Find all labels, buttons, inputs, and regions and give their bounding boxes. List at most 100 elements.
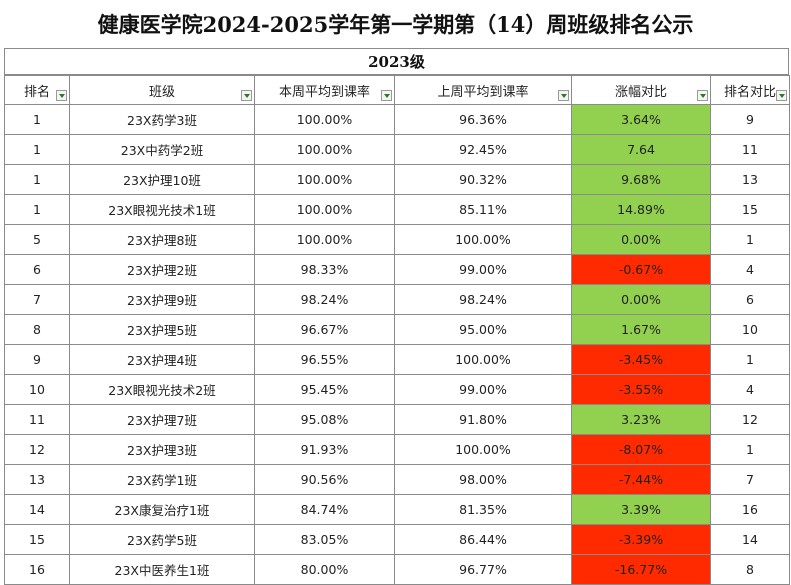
header-row: 排名 班级 本周平均到课率 上周平均到课率 涨幅对比 排名对比 (4, 75, 790, 105)
page-title: 健康医学院2024-2025学年第一学期第（14）周班级排名公示 (97, 12, 694, 37)
filter-dropdown-icon[interactable] (558, 90, 569, 101)
this-week-rate-cell: 100.00% (254, 164, 395, 195)
last-week-rate-cell: 81.35% (394, 494, 572, 525)
class-cell: 23X护理3班 (69, 434, 255, 465)
rank-compare-cell: 6 (710, 284, 790, 315)
class-cell: 23X眼视光技术2班 (69, 374, 255, 405)
class-cell: 23X药学3班 (69, 104, 255, 135)
table-row: 1 23X眼视光技术1班 100.00% 85.11% 14.89% 15 (4, 194, 790, 225)
class-cell: 23X康复治疗1班 (69, 494, 255, 525)
table-row: 7 23X护理9班 98.24% 98.24% 0.00% 6 (4, 284, 790, 315)
rank-compare-cell: 10 (710, 314, 790, 345)
rank-compare-cell: 11 (710, 134, 790, 165)
table-row: 8 23X护理5班 96.67% 95.00% 1.67% 10 (4, 314, 790, 345)
this-week-rate-cell: 100.00% (254, 134, 395, 165)
rank-compare-cell: 8 (710, 554, 790, 585)
table-body: 1 23X药学3班 100.00% 96.36% 3.64% 9 1 23X中药学2班 100.… (4, 104, 790, 585)
last-week-rate-cell: 98.00% (394, 464, 572, 495)
class-cell: 23X护理4班 (69, 344, 255, 375)
col-header-rank-compare: 排名对比 (710, 75, 790, 105)
change-cell: -3.39% (571, 524, 711, 555)
change-cell: 3.23% (571, 404, 711, 435)
change-cell: 14.89% (571, 194, 711, 225)
table-row: 1 23X药学3班 100.00% 96.36% 3.64% 9 (4, 104, 790, 135)
last-week-rate-cell: 100.00% (394, 344, 572, 375)
this-week-rate-cell: 90.56% (254, 464, 395, 495)
rank-compare-cell: 15 (710, 194, 790, 225)
change-cell: -7.44% (571, 464, 711, 495)
rank-cell: 13 (4, 464, 70, 495)
rank-compare-cell: 1 (710, 344, 790, 375)
this-week-rate-cell: 80.00% (254, 554, 395, 585)
rank-cell: 1 (4, 164, 70, 195)
last-week-rate-cell: 92.45% (394, 134, 572, 165)
this-week-rate-cell: 96.55% (254, 344, 395, 375)
class-cell: 23X护理10班 (69, 164, 255, 195)
rank-cell: 1 (4, 194, 70, 225)
last-week-rate-cell: 98.24% (394, 284, 572, 315)
last-week-rate-cell: 90.32% (394, 164, 572, 195)
this-week-rate-cell: 100.00% (254, 194, 395, 225)
col-header-last-week: 上周平均到课率 (394, 75, 572, 105)
rank-cell: 14 (4, 494, 70, 525)
rank-cell: 15 (4, 524, 70, 555)
filter-dropdown-icon[interactable] (697, 90, 708, 101)
rank-cell: 12 (4, 434, 70, 465)
class-cell: 23X护理2班 (69, 254, 255, 285)
table-row: 12 23X护理3班 91.93% 100.00% -8.07% 1 (4, 434, 790, 465)
table-row: 14 23X康复治疗1班 84.74% 81.35% 3.39% 16 (4, 494, 790, 525)
last-week-rate-cell: 100.00% (394, 434, 572, 465)
filter-dropdown-icon[interactable] (56, 90, 67, 101)
this-week-rate-cell: 100.00% (254, 104, 395, 135)
this-week-rate-cell: 100.00% (254, 224, 395, 255)
last-week-rate-cell: 95.00% (394, 314, 572, 345)
class-cell: 23X护理5班 (69, 314, 255, 345)
last-week-rate-cell: 96.36% (394, 104, 572, 135)
change-cell: 9.68% (571, 164, 711, 195)
rank-cell: 9 (4, 344, 70, 375)
this-week-rate-cell: 95.45% (254, 374, 395, 405)
class-cell: 23X药学1班 (69, 464, 255, 495)
change-cell: 0.00% (571, 224, 711, 255)
this-week-rate-cell: 98.24% (254, 284, 395, 315)
class-cell: 23X眼视光技术1班 (69, 194, 255, 225)
table-row: 1 23X护理10班 100.00% 90.32% 9.68% 13 (4, 164, 790, 195)
rank-cell: 1 (4, 134, 70, 165)
col-header-class: 班级 (69, 75, 255, 105)
rank-cell: 16 (4, 554, 70, 585)
rank-compare-cell: 16 (710, 494, 790, 525)
table-row: 5 23X护理8班 100.00% 100.00% 0.00% 1 (4, 224, 790, 255)
table-row: 10 23X眼视光技术2班 95.45% 99.00% -3.55% 4 (4, 374, 790, 405)
rank-cell: 8 (4, 314, 70, 345)
col-header-change: 涨幅对比 (571, 75, 711, 105)
rank-compare-cell: 4 (710, 374, 790, 405)
class-cell: 23X中医养生1班 (69, 554, 255, 585)
last-week-rate-cell: 99.00% (394, 254, 572, 285)
last-week-rate-cell: 100.00% (394, 224, 572, 255)
change-cell: 3.39% (571, 494, 711, 525)
grade-subtitle: 2023级 (4, 48, 789, 75)
rank-cell: 10 (4, 374, 70, 405)
col-header-this-week: 本周平均到课率 (254, 75, 395, 105)
filter-dropdown-icon[interactable] (241, 90, 252, 101)
change-cell: -3.55% (571, 374, 711, 405)
last-week-rate-cell: 99.00% (394, 374, 572, 405)
table-row: 15 23X药学5班 83.05% 86.44% -3.39% 14 (4, 524, 790, 555)
class-cell: 23X药学5班 (69, 524, 255, 555)
change-cell: -3.45% (571, 344, 711, 375)
filter-dropdown-icon[interactable] (776, 90, 787, 101)
table-row: 16 23X中医养生1班 80.00% 96.77% -16.77% 8 (4, 554, 790, 585)
last-week-rate-cell: 85.11% (394, 194, 572, 225)
last-week-rate-cell: 86.44% (394, 524, 572, 555)
rank-compare-cell: 1 (710, 434, 790, 465)
filter-dropdown-icon[interactable] (381, 90, 392, 101)
last-week-rate-cell: 91.80% (394, 404, 572, 435)
rank-compare-cell: 7 (710, 464, 790, 495)
rank-compare-cell: 1 (710, 224, 790, 255)
rank-compare-cell: 14 (710, 524, 790, 555)
ranking-table: 排名 班级 本周平均到课率 上周平均到课率 涨幅对比 排名对比 1 23X药学3班… (4, 75, 790, 585)
this-week-rate-cell: 95.08% (254, 404, 395, 435)
rank-cell: 6 (4, 254, 70, 285)
this-week-rate-cell: 98.33% (254, 254, 395, 285)
this-week-rate-cell: 91.93% (254, 434, 395, 465)
